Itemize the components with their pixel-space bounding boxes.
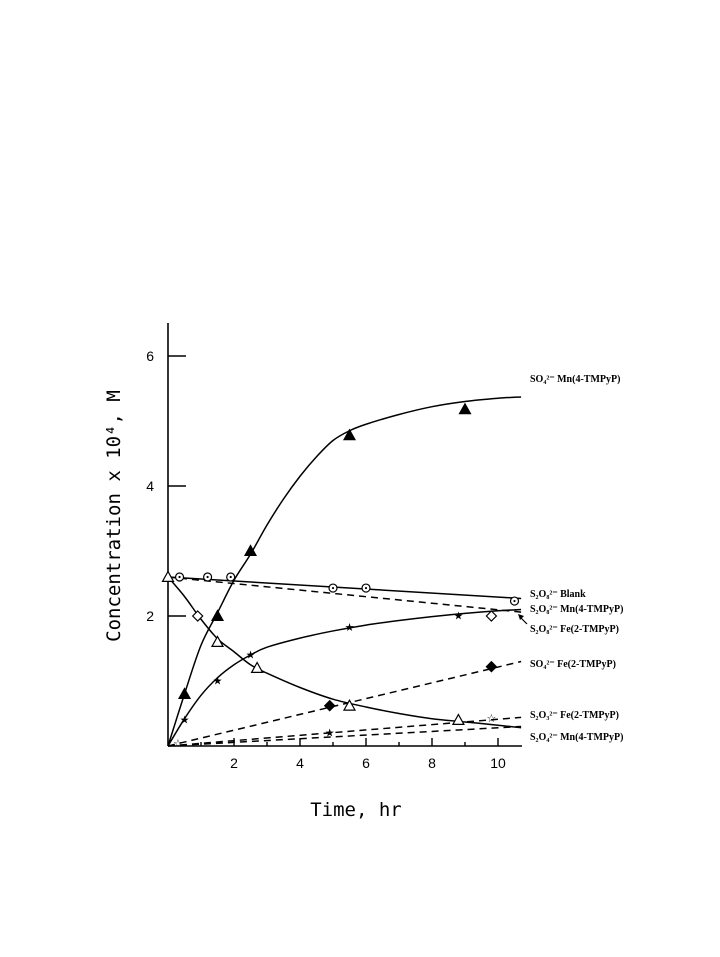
data-point (161, 570, 175, 583)
series-line-8 (167, 725, 522, 747)
series-line-4 (167, 576, 522, 729)
data-point (210, 609, 225, 622)
data-point-dot (178, 575, 181, 579)
marker-layer: ★ ★ ★ ★ ★ ☆ ☆ ★ (161, 402, 520, 750)
data-point-dot (206, 575, 209, 579)
x-tick-label: 10 (490, 755, 506, 771)
label-pointer-arrowhead (518, 614, 524, 620)
data-point (323, 699, 336, 712)
data-point: ★ (180, 714, 190, 727)
axes: 2 4 6 8 10 2 4 6 (146, 323, 522, 771)
series-label-4: S₂O₈²⁻ Fe(2-TMPyP) (530, 624, 619, 635)
data-point (177, 687, 192, 700)
series-line-7 (167, 716, 522, 747)
data-point (210, 635, 225, 648)
data-point: ★ (246, 649, 256, 662)
x-tick-label: 2 (230, 755, 238, 771)
x-tick-label: 8 (428, 755, 436, 771)
series-line-6 (167, 660, 522, 747)
data-point-dot (331, 586, 335, 590)
x-axis-title: Time, hr (310, 799, 402, 821)
data-point (485, 660, 498, 673)
data-point (458, 402, 472, 415)
data-point-dot (229, 575, 232, 579)
data-point (342, 698, 357, 711)
series-label-8: S₂O₄²⁻ Mn(4-TMPyP) (530, 732, 623, 743)
data-point-dot (364, 586, 368, 590)
y-tick-label: 6 (146, 348, 154, 364)
data-point-dot (513, 599, 516, 603)
data-point (451, 713, 465, 726)
data-point: ★ (213, 675, 223, 688)
x-tick-label: 4 (296, 755, 304, 771)
series-line-1 (167, 396, 522, 747)
series-label-7: S₂O₃²⁻ Fe(2-TMPyP) (530, 710, 619, 721)
series-labels: SO₄²⁻ Mn(4-TMPyP) S₂O₈²⁻ Blank S₂O₈²⁻ Mn(4… (518, 374, 623, 743)
data-point: ★ (345, 621, 355, 634)
data-point (191, 610, 204, 622)
series-label-2: S₂O₈²⁻ Blank (530, 589, 586, 600)
data-point (342, 428, 357, 441)
series-line-5 (167, 608, 522, 747)
y-tick-label: 2 (146, 608, 154, 624)
data-point: ☆ (173, 737, 183, 750)
series-label-6: SO₄²⁻ Fe(2-TMPyP) (530, 659, 616, 670)
data-point (243, 544, 258, 557)
x-tick-label: 6 (362, 755, 370, 771)
data-point (485, 610, 498, 622)
data-point (250, 661, 264, 674)
data-point: ★ (453, 610, 463, 623)
data-point: ★ (325, 727, 335, 740)
series-label-1: SO₄²⁻ Mn(4-TMPyP) (530, 374, 620, 385)
data-point: ☆ (486, 712, 496, 725)
y-tick-label: 4 (146, 478, 154, 494)
series-line-2 (167, 576, 522, 600)
series-layer (167, 396, 522, 747)
y-axis-title: Concentration x 10⁴, M (103, 390, 125, 642)
series-label-3: S₂O₈²⁻ Mn(4-TMPyP) (530, 604, 623, 615)
